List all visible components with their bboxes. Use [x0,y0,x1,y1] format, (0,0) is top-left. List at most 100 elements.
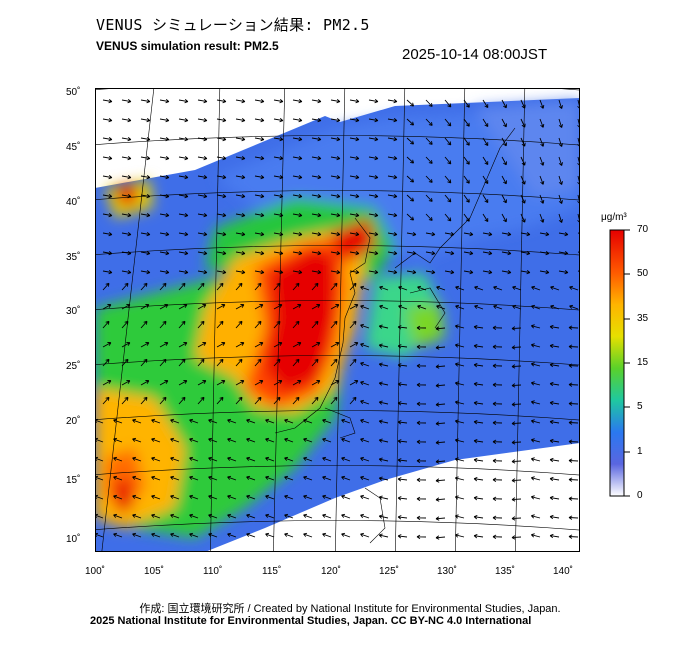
wind-arrow [397,344,408,349]
wind-arrow [292,380,302,386]
wind-arrow [473,343,484,349]
wind-arrow [378,495,389,500]
wind-arrow [121,117,132,123]
wind-arrow [454,514,465,519]
wind-arrow [159,396,167,405]
wind-arrow [568,401,579,406]
wind-arrow [444,231,455,237]
wind-arrow [273,174,284,180]
wind-arrow [397,477,408,482]
wind-arrow [530,476,541,481]
wind-arrow [435,497,446,502]
wind-arrow [368,155,379,161]
wind-arrow [492,477,503,482]
wind-arrow [435,383,446,388]
wind-arrow [473,495,484,501]
wind-arrow [292,212,303,218]
wind-arrow [170,494,180,500]
wind-arrow [530,495,541,500]
wind-arrow [140,320,148,329]
wind-arrow [435,421,446,426]
wind-arrow [539,137,545,147]
legend-unit: μg/m³ [601,212,627,223]
wind-arrow [322,418,332,424]
wind-arrow [284,513,294,519]
wind-arrow [530,533,541,538]
wind-arrow [159,136,170,142]
wind-arrow [284,418,294,424]
wind-arrow [558,213,563,223]
wind-arrow [151,532,161,538]
wind-arrow [284,456,294,462]
wind-arrow [216,193,227,199]
wind-arrow [170,513,180,519]
wind-arrow [463,269,474,275]
wind-arrow [330,396,338,405]
wind-arrow [246,475,256,481]
wind-arrow [444,137,452,146]
wind-arrow [539,250,550,256]
wind-arrow [341,532,351,538]
wind-arrow [140,380,150,386]
wind-arrow [292,282,300,291]
wind-arrow [568,439,579,444]
wind-arrow [102,396,110,405]
wind-arrow [311,136,322,142]
wind-arrow [530,514,541,519]
wind-arrow [216,250,227,256]
wind-arrow [330,342,340,348]
wind-arrow [531,304,541,310]
wind-arrow [235,174,246,180]
wind-arrow [549,324,560,330]
wind-arrow [311,282,319,291]
wind-arrow [511,516,522,521]
map-border [95,88,580,552]
wind-arrow [273,342,283,348]
wind-arrow [482,194,489,203]
wind-arrow [159,231,170,237]
wind-arrow [303,494,313,500]
wind-arrow [254,193,265,199]
wind-arrow [102,212,113,218]
wind-arrow [330,231,341,237]
wind-arrow [520,118,526,128]
wind-arrow [178,117,189,123]
wind-arrow [284,494,294,500]
wind-arrow [284,437,294,443]
wind-arrow [387,212,398,218]
wind-arrow [330,269,341,275]
wind-arrow [132,456,142,462]
wind-arrow [235,155,246,161]
wind-arrow [197,174,208,180]
wind-arrow [360,513,370,519]
wind-arrow [482,118,489,127]
wind-arrow [569,304,579,310]
wind-arrow [140,155,151,161]
wind-arrow [349,380,359,386]
wind-arrow [292,98,303,104]
wind-arrow [435,402,446,407]
wind-arrow [473,533,484,539]
wind-arrow [417,285,427,291]
wind-arrow [549,495,560,501]
wind-arrow [360,532,370,538]
wind-arrow [406,175,415,183]
wind-arrow [416,344,427,350]
wind-arrow [273,231,284,237]
wind-arrow [235,117,246,123]
wind-arrow [189,513,199,519]
wind-arrow [397,496,408,501]
wind-arrow [492,325,503,330]
wind-arrow [254,358,262,367]
wind-arrow [311,231,322,237]
wind-arrow [254,269,265,275]
wind-arrow [368,231,379,237]
wind-arrow [539,175,545,185]
wind-arrow [330,98,341,104]
wind-arrow [379,285,389,291]
wind-arrow [102,380,112,386]
wind-arrow [113,437,123,443]
wind-arrow [197,250,208,256]
wind-arrow [254,98,265,104]
wind-arrow [511,421,522,426]
